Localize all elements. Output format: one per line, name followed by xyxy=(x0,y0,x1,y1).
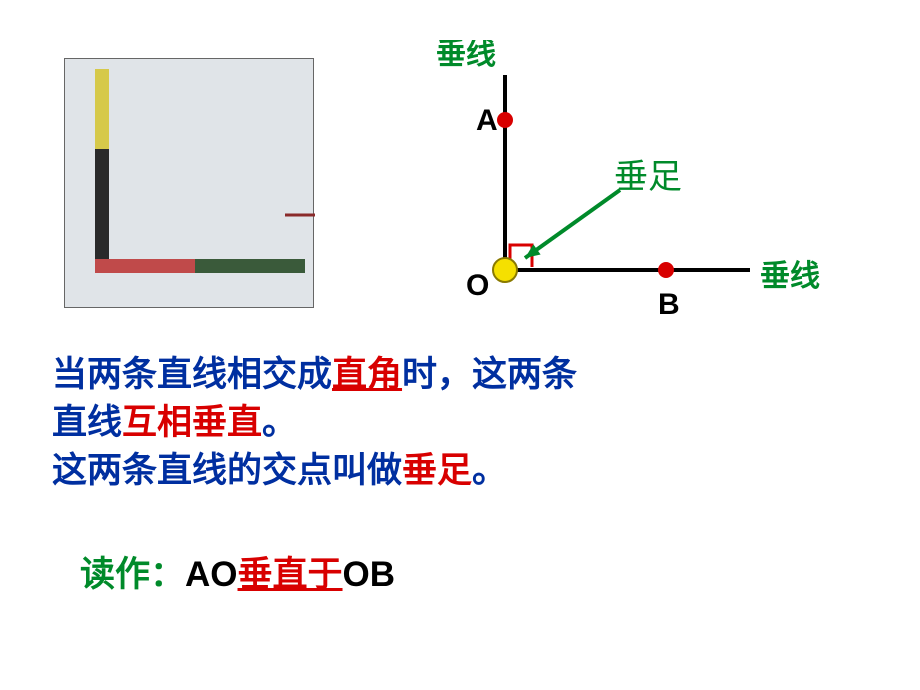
svg-text:A: A xyxy=(476,104,498,137)
svg-text:B: B xyxy=(658,288,680,321)
svg-text:垂线: 垂线 xyxy=(760,260,820,293)
geometry-diagram: ABO垂线垂线垂足 xyxy=(420,40,850,345)
svg-text:垂足: 垂足 xyxy=(614,159,682,196)
svg-text:O: O xyxy=(466,269,489,302)
definition-line-1: 当两条直线相交成直角时，这两条 xyxy=(52,350,577,399)
definition-line-3: 这两条直线的交点叫做垂足。 xyxy=(52,446,507,495)
svg-text:垂线: 垂线 xyxy=(436,40,496,71)
diagram-svg: ABO垂线垂线垂足 xyxy=(420,40,850,340)
definition-line-2: 直线互相垂直。 xyxy=(52,398,297,447)
reading-line: 读作：AO垂直于OB xyxy=(80,550,395,599)
photo-svg xyxy=(65,59,315,309)
photo-illustration xyxy=(64,58,314,308)
